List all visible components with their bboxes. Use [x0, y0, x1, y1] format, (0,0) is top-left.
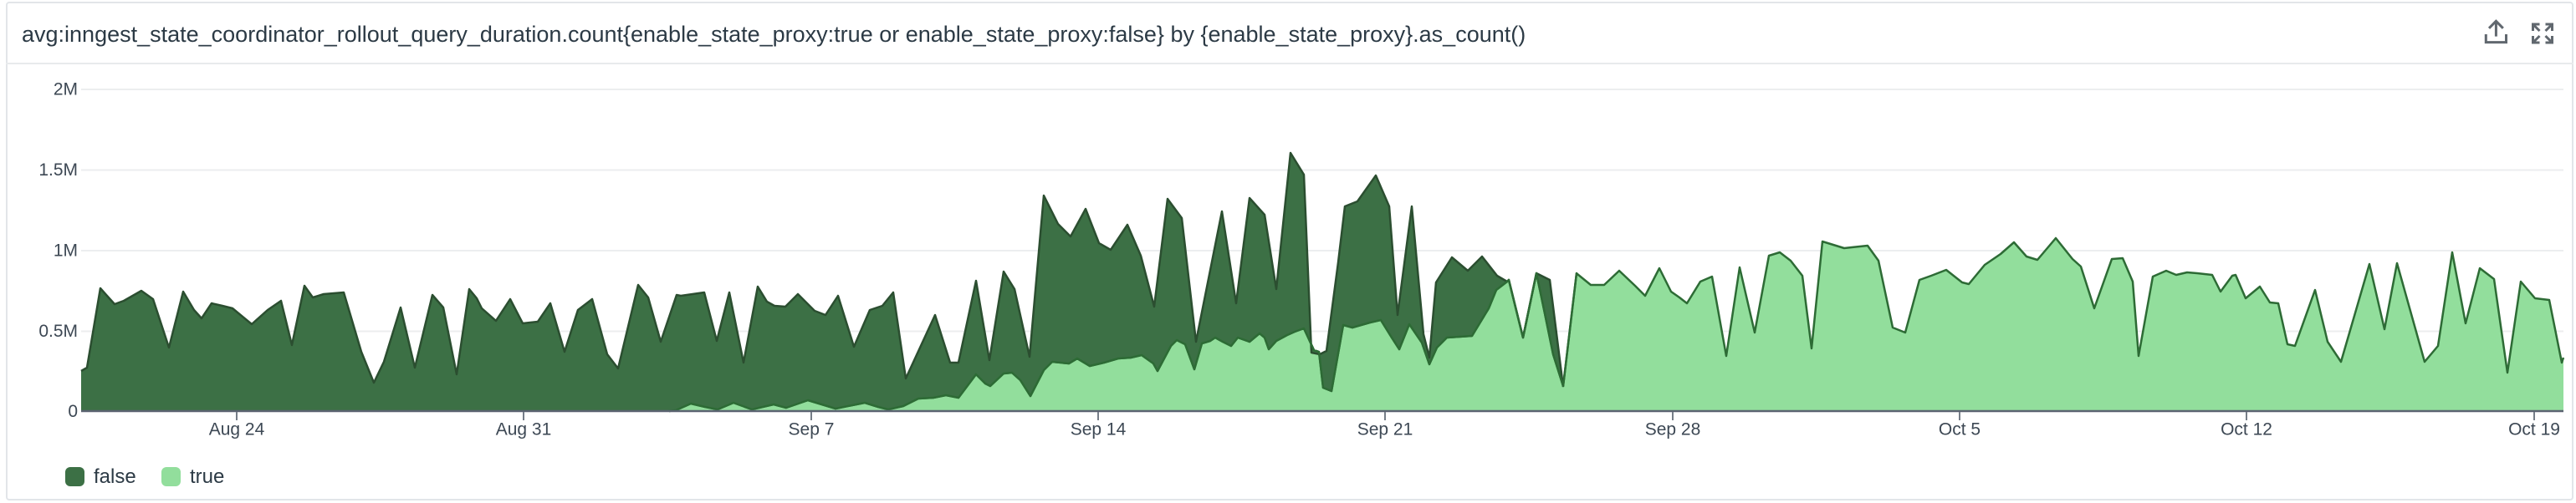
svg-text:Aug 24: Aug 24: [209, 420, 265, 439]
svg-text:Sep 28: Sep 28: [1645, 420, 1701, 439]
svg-text:Oct 5: Oct 5: [1939, 420, 1981, 439]
svg-text:0.5M: 0.5M: [38, 322, 78, 341]
svg-text:Sep 14: Sep 14: [1071, 420, 1127, 439]
svg-text:Oct 19: Oct 19: [2508, 420, 2560, 439]
svg-text:2M: 2M: [54, 80, 78, 99]
svg-text:1.5M: 1.5M: [38, 160, 78, 180]
svg-text:Sep 21: Sep 21: [1357, 420, 1413, 439]
svg-text:0: 0: [68, 402, 78, 421]
svg-text:Sep 7: Sep 7: [789, 420, 835, 439]
svg-text:1M: 1M: [54, 241, 78, 261]
svg-text:Oct 12: Oct 12: [2221, 420, 2272, 439]
svg-text:Aug 31: Aug 31: [496, 420, 552, 439]
